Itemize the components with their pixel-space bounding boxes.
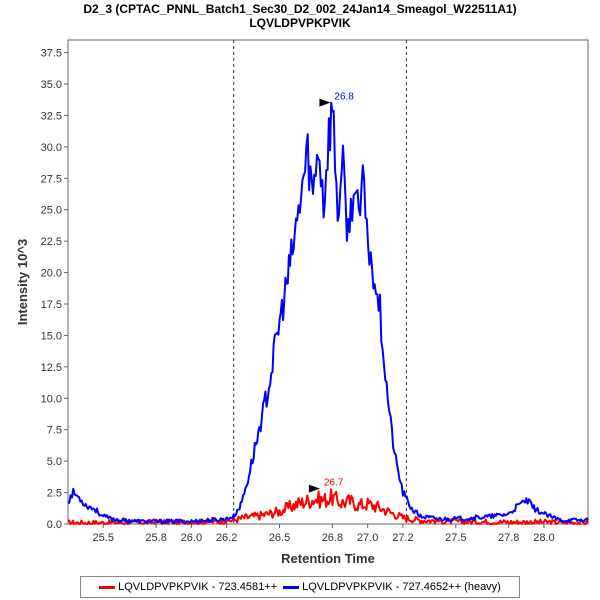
y-tick-label: 37.5 [41,48,62,60]
legend: LQVLDPVPKPVIK - 723.4581++ LQVLDPVPKPVIK… [80,576,520,598]
legend-label-heavy: LQVLDPVPKPVIK - 727.4652++ (heavy) [302,581,501,593]
x-tick-label: 25.8 [145,532,166,544]
y-tick-label: 30.0 [41,142,62,154]
legend-swatch-red [99,585,116,589]
x-tick-label: 27.8 [498,532,519,544]
x-axis-title: Retention Time [281,551,375,566]
x-tick-label: 26.5 [269,532,290,544]
y-axis: 0.0 2.5 5.0 7.5 10.0 12.5 15.0 17.5 20.0 22.5 25.0… [41,48,68,531]
x-tick-label: 26.2 [216,532,237,544]
series-line-heavy [67,101,589,525]
plot-area [67,39,589,525]
series-line-light [67,488,589,525]
x-tick-label: 26.8 [322,532,343,544]
x-tick-label: 26.0 [181,532,202,544]
y-tick-label: 35.0 [41,79,62,91]
legend-item-light: LQVLDPVPKPVIK - 723.4581++ [99,581,277,593]
x-tick-label: 27.2 [392,532,413,544]
y-tick-label: 7.5 [47,425,62,437]
peak-label: 26.7 [324,478,344,489]
x-tick-label: 25.5 [93,532,114,544]
x-tick-label: 27.0 [357,532,378,544]
integration-boundaries [233,40,407,524]
y-tick-label: 5.0 [47,456,62,468]
y-tick-label: 0.0 [47,519,62,531]
legend-item-heavy: LQVLDPVPKPVIK - 727.4652++ (heavy) [283,581,501,593]
peak-marker-icon [319,98,331,107]
x-tick-label: 27.5 [445,532,466,544]
y-tick-label: 2.5 [47,488,62,500]
y-tick-label: 32.5 [41,110,62,122]
y-tick-label: 15.0 [41,330,62,342]
y-tick-label: 25.0 [41,205,62,217]
x-tick-label: 28.0 [533,532,554,544]
series-layer [67,101,589,525]
y-tick-label: 12.5 [41,362,62,374]
peak-label: 26.8 [334,92,354,103]
peak-marker-icon [308,484,320,493]
y-tick-label: 17.5 [41,299,62,311]
y-tick-label: 27.5 [41,173,62,185]
y-tick-label: 20.0 [41,268,62,280]
chart-subtitle: LQVLDPVPKPVIK [249,16,351,30]
y-tick-label: 10.0 [41,393,62,405]
peak-annotations: 26.7 26.8 [308,92,354,493]
legend-swatch-blue [283,585,300,589]
chart-title: D2_3 (CPTAC_PNNL_Batch1_Sec30_D2_002_24J… [83,2,516,16]
legend-label-light: LQVLDPVPKPVIK - 723.4581++ [118,581,278,593]
x-axis: 25.5 25.8 26.0 26.2 26.5 26.8 27.0 27.2 27.5 27.8… [93,524,555,544]
y-tick-label: 22.5 [41,236,62,248]
y-axis-title: Intensity 10^3 [15,239,30,325]
